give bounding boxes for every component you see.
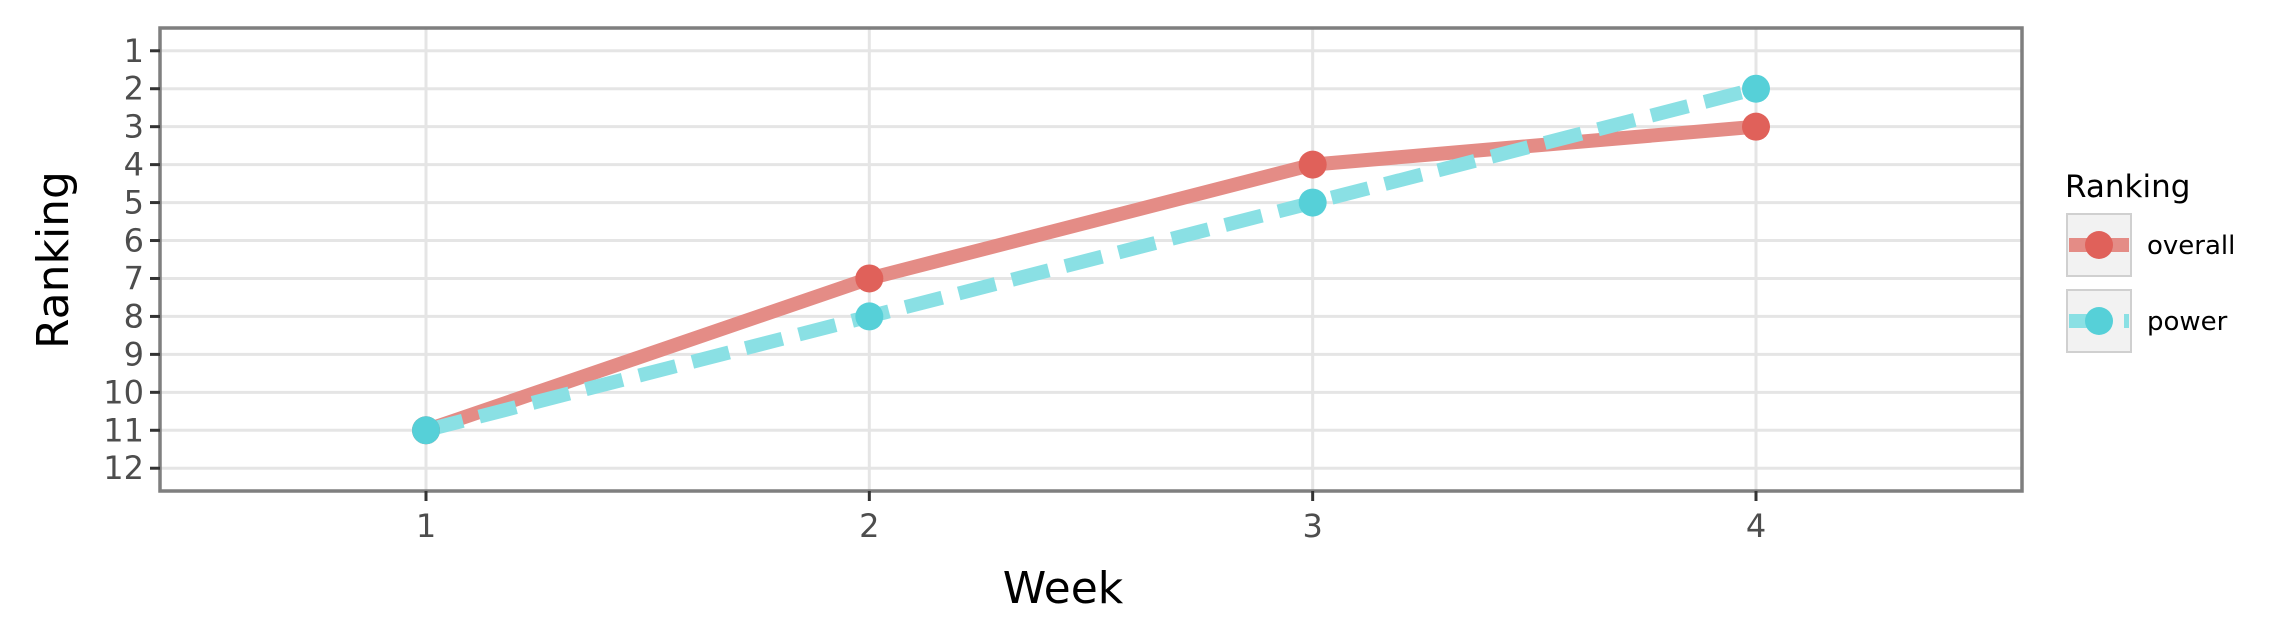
y-tick-label: 9 [124,335,144,373]
data-point-overall [1742,112,1770,141]
y-tick-label: 11 [103,411,144,449]
legend-key-marker [2085,231,2113,259]
legend-item-overall: overall [2066,213,2235,277]
data-point-overall [1298,150,1327,179]
legend-title: Ranking [2065,169,2190,205]
y-tick-label: 2 [124,70,144,108]
x-tick-label: 4 [1746,507,1766,545]
y-tick-label: 6 [124,222,144,260]
legend-label: power [2147,307,2228,337]
y-tick-label: 5 [124,184,144,222]
legend-label: overall [2147,231,2235,261]
data-point-power [412,416,440,445]
x-axis-title: Week [1003,563,1124,614]
x-tick-label: 2 [859,507,879,545]
series-line-overall [423,119,1757,437]
legend-item-power: power [2066,289,2228,353]
y-tick-label: 12 [103,449,144,487]
y-tick-label: 3 [124,108,144,146]
plot-panel-border [158,26,2024,493]
series-layer [412,74,1770,445]
legend: Ranking overall power [2065,169,2235,353]
data-point-power [1742,74,1770,103]
data-point-power [1298,188,1327,217]
data-point-power [855,302,884,331]
x-tick-label: 1 [416,507,436,545]
y-tick-label: 1 [124,32,144,70]
data-point-overall [855,264,884,293]
y-tick-label: 7 [124,259,144,297]
y-tick-label: 4 [124,146,144,184]
y-tick-label: 10 [103,373,144,411]
series-line-power [424,81,1758,438]
y-axis-title: Ranking [28,171,79,349]
grid [160,28,2022,491]
legend-key-marker [2085,307,2113,335]
x-tick-label: 3 [1302,507,1322,545]
y-tick-label: 8 [124,297,144,335]
